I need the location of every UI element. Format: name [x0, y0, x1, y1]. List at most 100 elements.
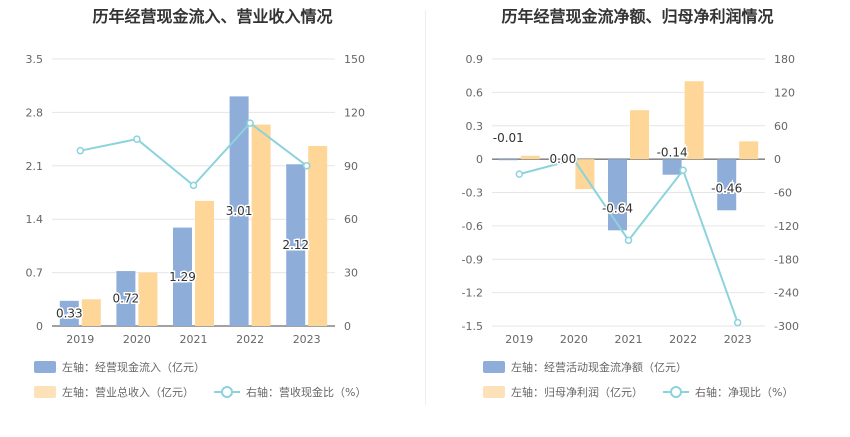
- x-tick-label: 2019: [66, 333, 94, 345]
- y-left-tick-label: 2.8: [26, 106, 44, 119]
- bar: [116, 271, 136, 326]
- bar: [195, 200, 214, 326]
- legend-row-1: 左轴：经营活动现金流净额（亿元）: [483, 359, 707, 375]
- bar: [739, 141, 759, 160]
- y-right-tick-label: 0: [774, 153, 781, 166]
- y-right-tick-label: -300: [774, 320, 799, 333]
- x-tick-label: 2020: [123, 333, 151, 345]
- bar-data-label: 0.72: [113, 292, 140, 306]
- bar: [308, 145, 328, 326]
- bar: [630, 110, 649, 160]
- line-point: [246, 119, 254, 127]
- bar: [498, 159, 518, 161]
- chart-title: 历年经营现金流净额、归母净利润情况: [501, 7, 774, 26]
- chart-panel-cash-inflow-revenue: 历年经营现金流入、营业收入情况 0 0.7 1.4 2.1 2.8 3.5 0 30 60 90 1…: [26, 7, 386, 400]
- legend-line-swatch: [663, 386, 689, 398]
- bar-data-label: 2.12: [282, 238, 309, 252]
- x-tick-label: 2019: [505, 333, 533, 345]
- line-series: [80, 121, 308, 187]
- bar-data-label: 0.33: [56, 306, 83, 320]
- y-left-tick-label: 1.4: [26, 213, 44, 226]
- chart-title: 历年经营现金流入、营业收入情况: [92, 7, 333, 26]
- line-point: [733, 318, 742, 327]
- y-right-tick-label: 180: [774, 53, 795, 66]
- line-point: [189, 181, 198, 190]
- bar: [81, 299, 101, 326]
- y-left-tick-label: 0.6: [466, 86, 484, 99]
- legend-label: 右轴：营收现金比（%）: [246, 386, 367, 399]
- chart-panel-net-cash-profit: 历年经营现金流净额、归母净利润情况 -1.5 -1.2 -0.9 -0.6 -0.3 0 0…: [425, 0, 850, 437]
- y-right-tick-label: 60: [344, 213, 358, 226]
- line-point: [570, 155, 578, 164]
- legend-swatch: [483, 386, 505, 398]
- y-right-tick-label: 120: [344, 106, 365, 119]
- y-left-tick-label: 2.1: [26, 160, 44, 173]
- legend-item-net-operating-cash[interactable]: 左轴：经营活动现金流净额（亿元）: [483, 359, 687, 375]
- y-right-tick-label: 150: [344, 53, 365, 66]
- legend-row-2: 左轴：营业总收入（亿元） 右轴：营收现金比（%）: [34, 384, 386, 400]
- legend-item-revenue[interactable]: 左轴：营业总收入（亿元）: [34, 384, 194, 400]
- legend-row-1: 左轴：经营现金流入（亿元）: [34, 359, 225, 375]
- y-right-tick-label: 30: [344, 267, 358, 280]
- x-tick-label: 2022: [236, 333, 264, 345]
- bar: [173, 227, 192, 326]
- y-left-tick-label: -0.9: [462, 253, 483, 266]
- line-point: [679, 166, 687, 174]
- bar-data-label: -0.64: [602, 201, 633, 215]
- y-left-tick-label: 0: [36, 320, 43, 333]
- y-right-tick-label: -180: [774, 253, 799, 266]
- x-tick-label: 2021: [180, 333, 208, 345]
- line-point: [133, 135, 141, 143]
- x-tick-label: 2022: [669, 333, 697, 345]
- line-point: [515, 170, 524, 178]
- bar: [138, 272, 158, 326]
- y-right-tick-label: -60: [774, 187, 792, 200]
- legend-swatch: [34, 386, 56, 398]
- line-point: [624, 236, 633, 245]
- y-right-tick-label: 90: [344, 160, 358, 173]
- bar-data-label: -0.01: [493, 131, 524, 145]
- y-left-tick-label: 0: [476, 153, 483, 166]
- x-tick-label: 2023: [724, 333, 752, 345]
- legend-label: 右轴：净现比（%）: [695, 386, 794, 399]
- y-right-tick-label: -240: [774, 287, 799, 300]
- y-right-tick-label: 60: [774, 120, 788, 133]
- legend-label: 左轴：经营现金流入（亿元）: [62, 361, 205, 374]
- chart-plot: -1.5 -1.2 -0.9 -0.6 -0.3 0 0.3 0.6 0.9 -300 -240 -1…: [462, 53, 799, 346]
- bar: [684, 81, 704, 160]
- bar-data-label: 1.29: [169, 270, 196, 284]
- y-left-tick-label: -1.2: [462, 287, 483, 300]
- y-right-tick-label: -120: [774, 220, 799, 233]
- legend-item-cash-inflow[interactable]: 左轴：经营现金流入（亿元）: [34, 359, 205, 375]
- y-right-tick-label: 0: [344, 320, 351, 333]
- legend-item-revenue-cash-ratio[interactable]: 右轴：营收现金比（%）: [214, 384, 366, 400]
- x-tick-label: 2023: [293, 333, 321, 345]
- y-left-tick-label: 0.7: [26, 267, 44, 280]
- legend-row-2: 左轴：归母净利润（亿元） 右轴：净现比（%）: [483, 384, 813, 400]
- x-tick-label: 2020: [560, 333, 588, 345]
- y-left-tick-label: 3.5: [26, 53, 44, 66]
- legend-label: 左轴：归母净利润（亿元）: [511, 386, 643, 399]
- bar: [608, 159, 627, 231]
- legend-item-net-profit[interactable]: 左轴：归母净利润（亿元）: [483, 384, 643, 400]
- legend-item-net-cash-ratio[interactable]: 右轴：净现比（%）: [663, 384, 793, 400]
- x-tick-label: 2021: [615, 333, 643, 345]
- bar: [662, 159, 682, 175]
- legend-label: 左轴：经营活动现金流净额（亿元）: [511, 361, 687, 374]
- bar: [520, 155, 540, 160]
- bar: [251, 124, 271, 326]
- bar: [717, 159, 737, 211]
- y-left-tick-label: -1.5: [462, 320, 483, 333]
- bar-data-label: 0.00: [550, 152, 577, 166]
- y-left-tick-label: 0.3: [466, 120, 484, 133]
- bar: [229, 96, 249, 326]
- legend-label: 左轴：营业总收入（亿元）: [62, 386, 194, 399]
- bar: [286, 164, 306, 326]
- line-point: [76, 146, 85, 155]
- legend-swatch: [34, 361, 56, 373]
- bar-data-label: -0.46: [711, 181, 742, 195]
- bar: [59, 300, 79, 326]
- legend-line-swatch: [214, 386, 240, 398]
- bar-data-label: 3.01: [226, 204, 253, 218]
- y-left-tick-label: -0.3: [462, 187, 483, 200]
